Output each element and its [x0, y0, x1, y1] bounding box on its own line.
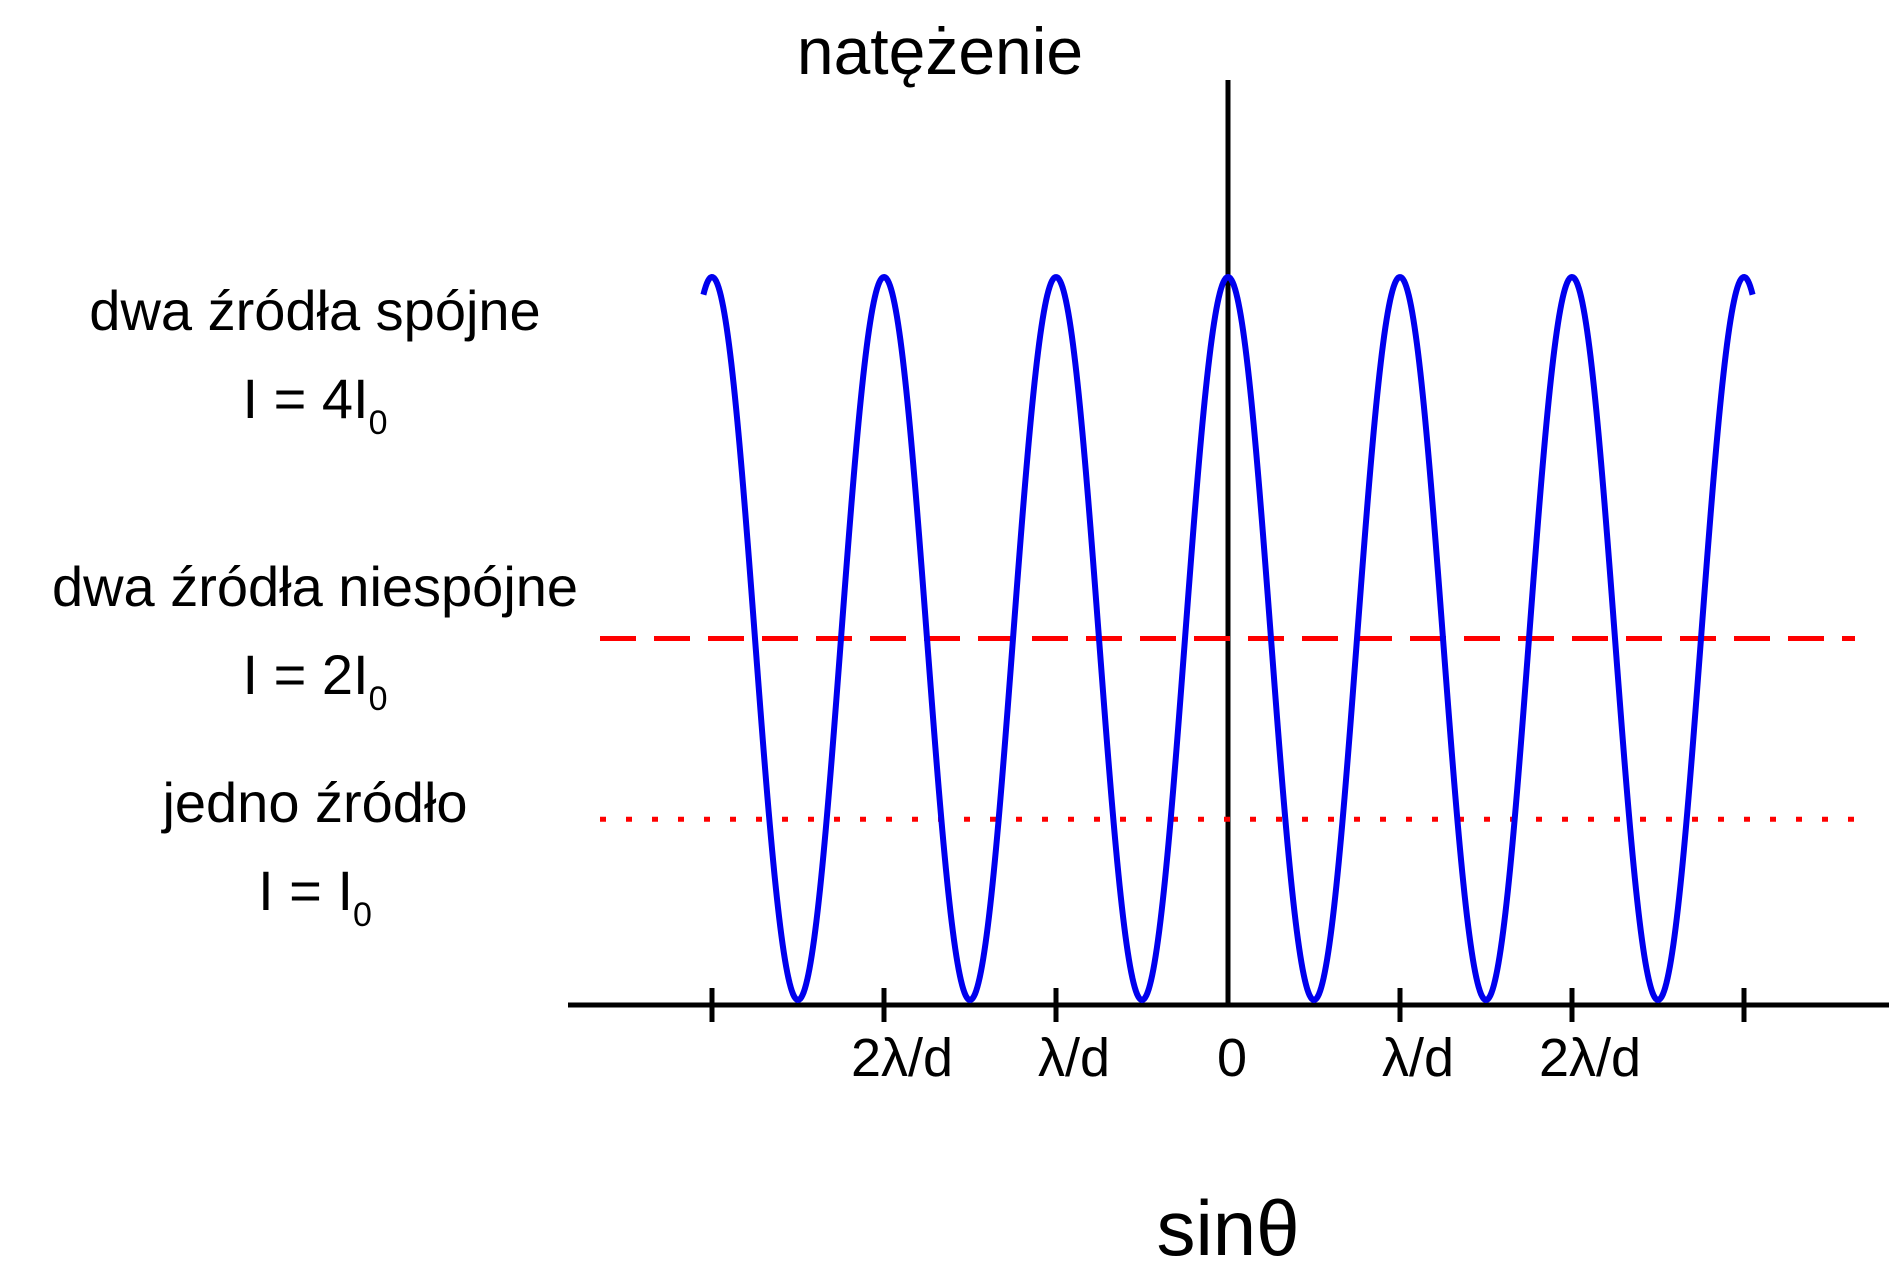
x-axis-label: sinθ: [1156, 1184, 1299, 1272]
annotation-incoherent-line1: dwa źródła niespójne: [52, 555, 578, 618]
x-tick-label: 0: [1217, 1028, 1247, 1088]
annotation-single: jedno źródło I = I0: [160, 771, 467, 934]
annotation-single-line2: I = I0: [258, 859, 372, 934]
x-tick-label: 2λ/d: [1539, 1028, 1641, 1088]
annotation-incoherent-line2: I = 2I0: [242, 643, 387, 718]
annotation-coherent-line1: dwa źródła spójne: [89, 279, 540, 342]
x-tick-label: 2λ/d: [851, 1028, 953, 1088]
y-axis-label: natężenie: [797, 14, 1083, 88]
x-ticks: 2λ/d λ/d 0 λ/d 2λ/d: [709, 988, 1747, 1088]
x-tick-label: λ/d: [1382, 1028, 1454, 1088]
annotation-coherent-line2: I = 4I0: [242, 367, 387, 442]
annotation-incoherent: dwa źródła niespójne I = 2I0: [52, 555, 578, 718]
level-lines: [600, 636, 1855, 822]
intensity-curve-group: [700, 274, 1756, 1003]
annotation-coherent: dwa źródła spójne I = 4I0: [89, 279, 540, 442]
coherent-intensity-curve: [700, 274, 1756, 1003]
x-tick-label: λ/d: [1038, 1028, 1110, 1088]
annotation-single-line1: jedno źródło: [160, 771, 467, 834]
